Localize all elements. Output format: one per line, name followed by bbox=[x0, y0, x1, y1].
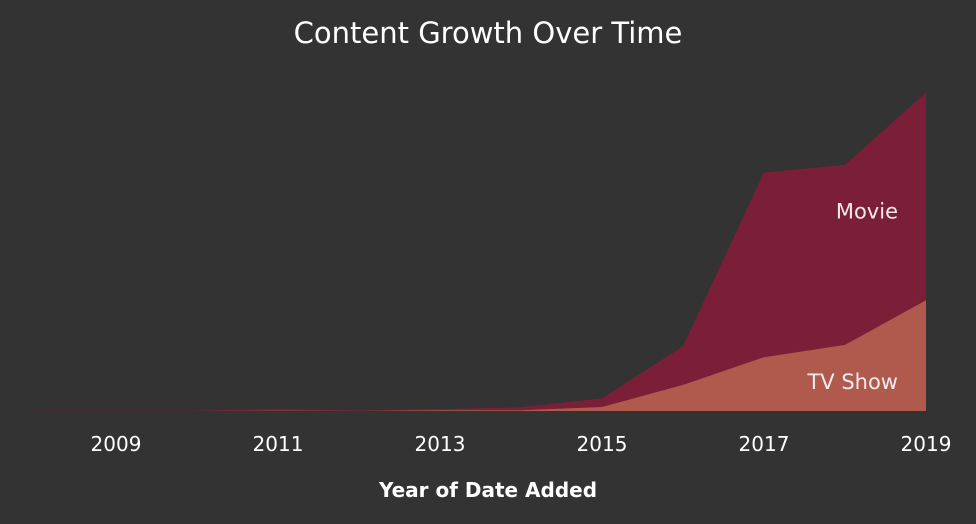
x-tick-label: 2015 bbox=[577, 432, 628, 456]
x-tick-label: 2019 bbox=[901, 432, 952, 456]
area-tv-show bbox=[35, 300, 926, 411]
series-label-movie: Movie bbox=[836, 199, 898, 223]
x-tick-label: 2011 bbox=[253, 432, 304, 456]
series-areas bbox=[35, 92, 926, 411]
chart-title: Content Growth Over Time bbox=[293, 16, 683, 50]
series-label-tv-show: TV Show bbox=[806, 370, 898, 394]
x-tick-label: 2013 bbox=[415, 432, 466, 456]
x-tick-label: 2017 bbox=[739, 432, 790, 456]
x-axis-ticks: 2009 2011 2013 2015 2017 2019 bbox=[91, 432, 952, 456]
x-tick-label: 2009 bbox=[91, 432, 142, 456]
x-axis-title: Year of Date Added bbox=[378, 478, 598, 502]
series-labels: TV Show Movie bbox=[806, 199, 898, 394]
area-movie bbox=[35, 92, 926, 411]
